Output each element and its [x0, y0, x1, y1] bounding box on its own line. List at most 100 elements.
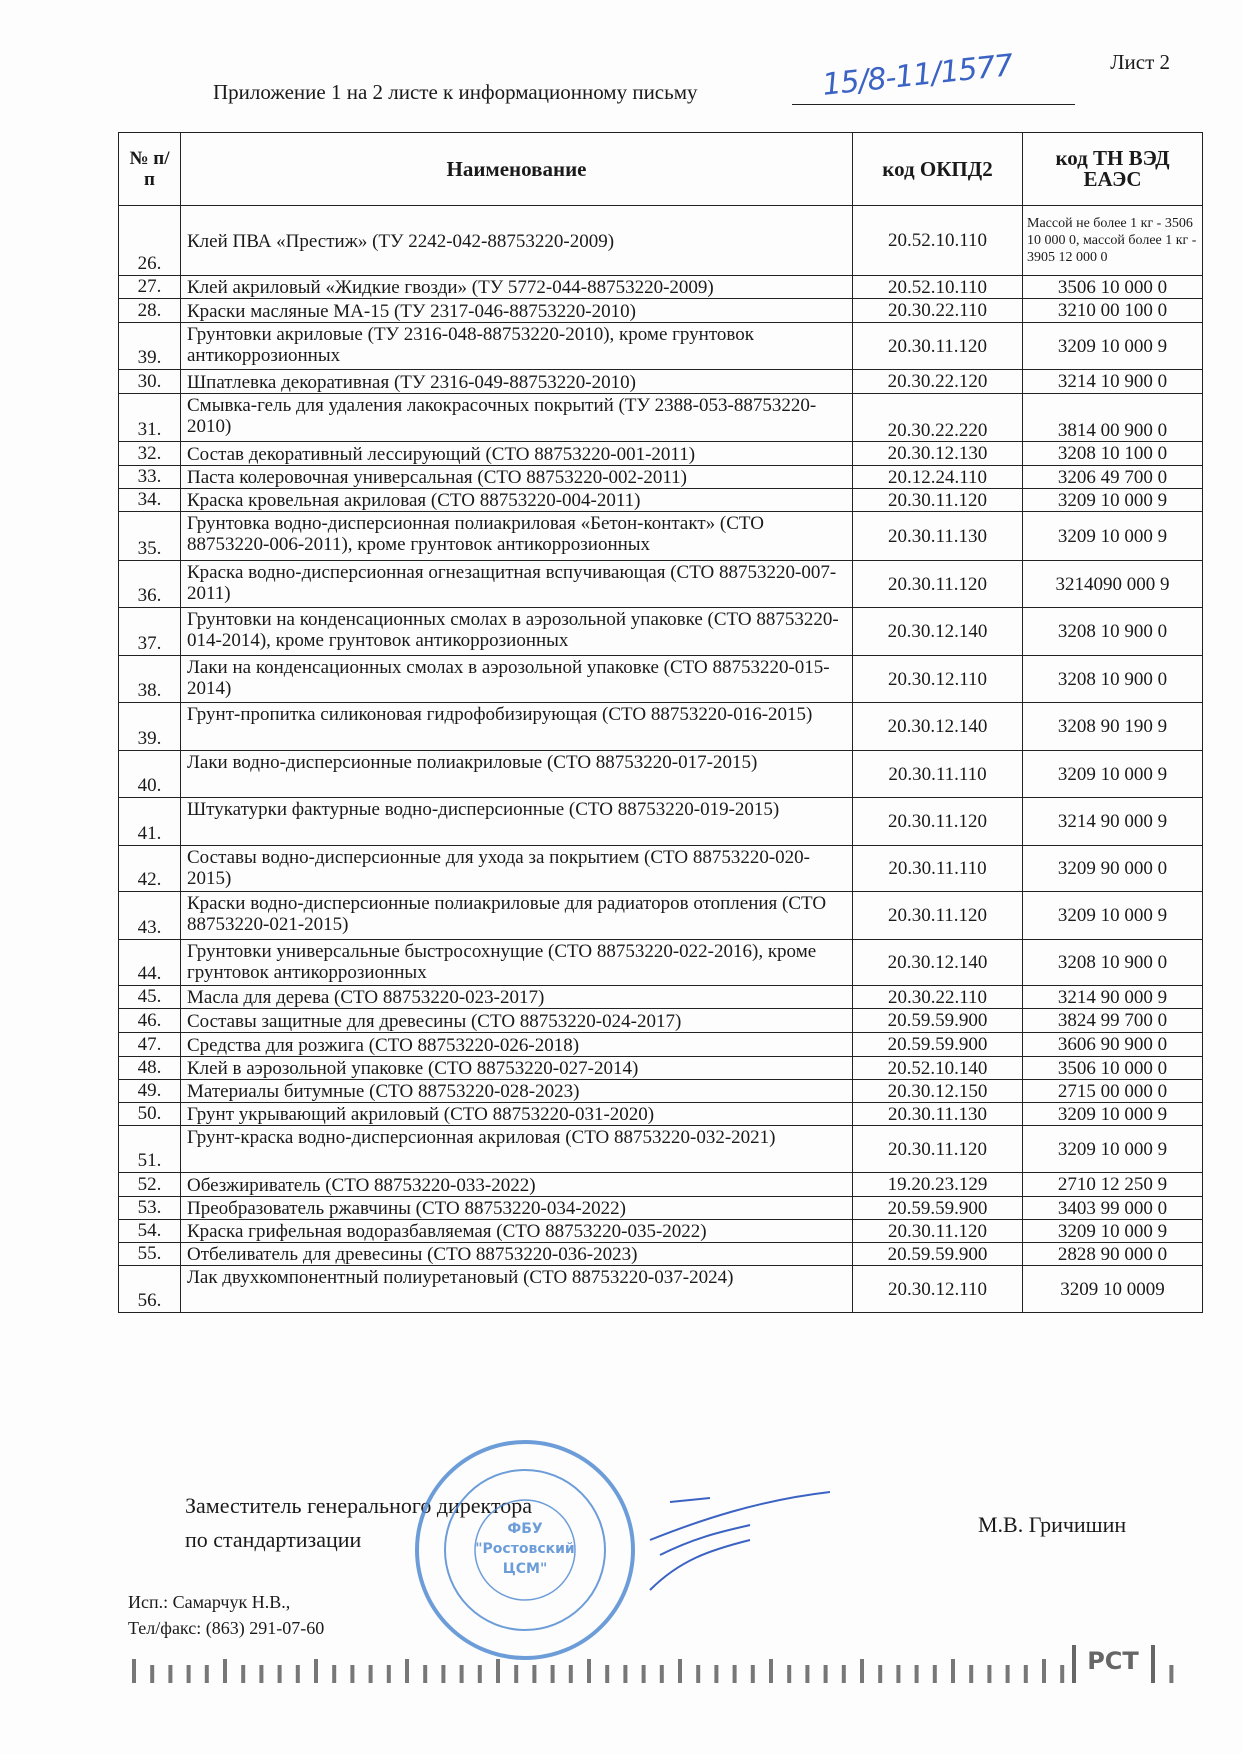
row-number: 37.: [118, 607, 181, 656]
row-number: 54.: [118, 1219, 181, 1243]
phone-fax: Тел/факс: (863) 291-07-60: [128, 1618, 325, 1638]
product-name: Преобразователь ржавчины (СТО 88753220-0…: [180, 1196, 853, 1220]
footer-bar: [386, 1665, 391, 1683]
row-number: 50.: [118, 1102, 181, 1126]
product-name: Краска кровельная акриловая (СТО 8875322…: [180, 488, 853, 512]
tnved-code: 3403 99 000 0: [1022, 1196, 1203, 1220]
table-row: 32. Состав декоративный лессирующий (СТО …: [118, 441, 1203, 466]
table-row: 42. Составы водно-дисперсионные для ухода…: [118, 845, 1203, 892]
footer-bar: [823, 1665, 828, 1683]
table-row: 38. Лаки на конденсационных смолах в аэро…: [118, 655, 1203, 703]
footer-bar: [732, 1665, 737, 1683]
footer-bar: [1042, 1659, 1046, 1683]
okpd2-code: 20.30.12.140: [852, 939, 1023, 986]
svg-text:ФБУ: ФБУ: [507, 1521, 543, 1537]
okpd2-code: 20.52.10.140: [852, 1056, 1023, 1080]
footer-bar: [896, 1665, 901, 1683]
row-number: 39.: [118, 702, 181, 751]
sheet-number: Лист 2: [1110, 50, 1170, 74]
table-row: 40. Лаки водно-дисперсионные полиакриловы…: [118, 750, 1203, 798]
footer-bar: [514, 1665, 519, 1683]
footer-bar: [132, 1659, 136, 1683]
svg-text:"Ростовский: "Ростовский: [475, 1541, 574, 1557]
footer-bar: [332, 1665, 337, 1683]
tnved-code: 3210 00 100 0: [1022, 298, 1203, 323]
handwritten-letter-number: 15/8-11/1577: [820, 48, 1015, 103]
table-row: 47. Средства для розжига (СТО 88753220-02…: [118, 1032, 1203, 1057]
okpd2-code: 20.30.12.110: [852, 1265, 1023, 1313]
tnved-code: 3506 10 000 0: [1022, 1056, 1203, 1080]
row-number: 34.: [118, 488, 181, 512]
footer-bar: [659, 1665, 664, 1683]
footer-bar: [277, 1665, 282, 1683]
product-name: Краска водно-дисперсионная огнезащитная …: [180, 560, 853, 608]
tnved-code: 3209 10 000 9: [1022, 1219, 1203, 1243]
footer-bar: [186, 1665, 191, 1683]
table-row: 27. Клей акриловый «Жидкие гвозди» (ТУ 57…: [118, 275, 1203, 299]
footer-bar: [805, 1665, 810, 1683]
footer-bar: [259, 1665, 264, 1683]
tnved-code: 3208 10 900 0: [1022, 655, 1203, 703]
footer-bar: [532, 1665, 537, 1683]
column-header-tnved: код ТН ВЭД ЕАЭС: [1022, 132, 1203, 206]
table-row: 53. Преобразователь ржавчины (СТО 8875322…: [118, 1196, 1203, 1220]
footer-bar: [168, 1665, 173, 1683]
product-name: Краски водно-дисперсионные полиакриловые…: [180, 891, 853, 940]
product-name: Грунт-пропитка силиконовая гидрофобизиру…: [180, 702, 853, 751]
okpd2-code: 20.59.59.900: [852, 1008, 1023, 1033]
row-number: 56.: [118, 1265, 181, 1313]
table-row: 43. Краски водно-дисперсионные полиакрило…: [118, 891, 1203, 940]
organization-stamp: ФБУ "Ростовский ЦСМ": [415, 1440, 635, 1660]
okpd2-code: 20.30.11.120: [852, 1125, 1023, 1173]
footer-bar: [769, 1659, 773, 1683]
table-row: 39. Грунт-пропитка силиконовая гидрофобиз…: [118, 702, 1203, 751]
product-name: Масла для дерева (СТО 88753220-023-2017): [180, 985, 853, 1009]
okpd2-code: 20.30.11.120: [852, 1219, 1023, 1243]
row-number: 32.: [118, 441, 181, 466]
okpd2-code: 20.30.11.130: [852, 1102, 1023, 1126]
row-number: 51.: [118, 1125, 181, 1173]
column-header-name: Наименование: [180, 132, 853, 206]
footer-bar: [496, 1659, 500, 1683]
footer-bar: [223, 1659, 227, 1683]
row-number: 36.: [118, 560, 181, 608]
footer-bar: [295, 1665, 300, 1683]
row-number: 49.: [118, 1079, 181, 1103]
product-name: Грунтовка водно-дисперсионная полиакрило…: [180, 511, 853, 561]
product-name: Штукатурки фактурные водно-дисперсионные…: [180, 797, 853, 846]
column-header-number: № п/п: [118, 132, 181, 206]
tnved-code: 3208 90 190 9: [1022, 702, 1203, 751]
tnved-code: 3208 10 900 0: [1022, 607, 1203, 656]
okpd2-code: 20.30.11.130: [852, 511, 1023, 561]
product-name: Материалы битумные (СТО 88753220-028-202…: [180, 1079, 853, 1103]
footer-bar: [150, 1665, 155, 1683]
row-number: 30.: [118, 369, 181, 394]
tnved-code: 3209 90 000 0: [1022, 845, 1203, 892]
okpd2-code: 20.30.12.130: [852, 441, 1023, 466]
tnved-code: 3209 10 000 9: [1022, 1125, 1203, 1173]
tnved-code: 3209 10 000 9: [1022, 1102, 1203, 1126]
product-name: Грунтовки на конденсационных смолах в аэ…: [180, 607, 853, 656]
okpd2-code: 20.59.59.900: [852, 1242, 1023, 1266]
table-row: 45. Масла для дерева (СТО 88753220-023-20…: [118, 985, 1203, 1009]
footer-bar: [605, 1665, 610, 1683]
row-number: 55.: [118, 1242, 181, 1266]
footer-bar: [241, 1665, 246, 1683]
row-number: 33.: [118, 465, 181, 489]
footer-bar: [678, 1659, 682, 1683]
svg-text:РСТ: РСТ: [1087, 1647, 1139, 1675]
footer-bar: [1060, 1665, 1065, 1683]
footer-bar: [1169, 1665, 1174, 1683]
product-name: Лаки на конденсационных смолах в аэрозол…: [180, 655, 853, 703]
signer-name: М.В. Гричишин: [978, 1512, 1127, 1537]
footer-bar: [587, 1659, 591, 1683]
table-row: 50. Грунт укрывающий акриловый (СТО 88753…: [118, 1102, 1203, 1126]
table-row: 36. Краска водно-дисперсионная огнезащитн…: [118, 560, 1203, 608]
footer-bar: [969, 1665, 974, 1683]
okpd2-code: 20.30.11.120: [852, 797, 1023, 846]
footer-bar: [987, 1665, 992, 1683]
footer-bar: [423, 1665, 428, 1683]
table-row: 34. Краска кровельная акриловая (СТО 8875…: [118, 488, 1203, 512]
handwritten-signature: [649, 1491, 831, 1591]
okpd2-code: 20.30.11.110: [852, 845, 1023, 892]
